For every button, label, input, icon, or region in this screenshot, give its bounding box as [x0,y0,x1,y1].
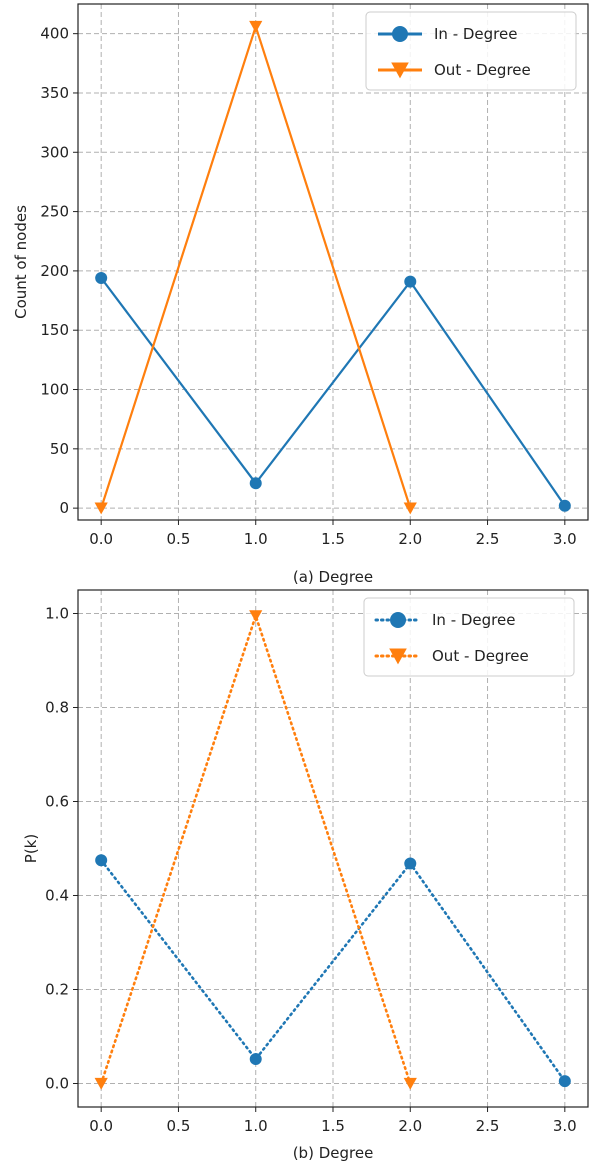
b-x-tick-label: 0.5 [167,1117,191,1135]
a-x-tick-label: 3.0 [553,530,577,548]
b-x-axis-label: (b) Degree [293,1144,374,1162]
a-legend-marker [392,26,408,42]
b-x-tick-label: 2.5 [476,1117,500,1135]
b-data-point [249,1053,262,1066]
b-data-point [403,1077,417,1090]
b-legend-marker [389,648,407,665]
a-y-tick-label: 150 [40,321,69,339]
b-x-tick-label: 2.0 [398,1117,422,1135]
a-series-line [100,22,412,509]
b-x-tick-label: 1.5 [321,1117,345,1135]
a-x-tick-label: 0.5 [167,530,191,548]
a-data-point [95,272,108,285]
a-grid [78,4,588,520]
a-x-tick-label: 1.5 [321,530,345,548]
a-x-tick-label: 0.0 [89,530,113,548]
b-data-point [404,857,417,870]
a-y-axis: 0 50 100 150 200 250 300 350 400 [40,25,78,517]
b-data-point [249,610,263,623]
a-y-axis-label: Count of nodes [12,205,30,319]
a-data-point [404,275,417,288]
a-y-tick-label: 50 [50,440,69,458]
b-series-line [99,611,412,1085]
b-x-axis: 0.0 0.5 1.0 1.5 2.0 2.5 3.0 [89,1107,577,1135]
a-y-tick-label: 200 [40,262,69,280]
b-data-point [558,1075,571,1088]
b-x-tick-label: 0.0 [89,1117,113,1135]
b-series-in-degree [95,854,571,1088]
a-data-point [403,502,417,515]
b-y-tick-label: 0.4 [45,887,69,905]
b-y-tick-label: 1.0 [45,605,69,623]
a-y-tick-label: 300 [40,143,69,161]
a-series-in-degree [95,272,571,512]
a-legend: In - Degree Out - Degree [365,11,577,91]
b-legend-marker [390,612,406,628]
b-series-line [99,858,567,1083]
chart-a-degree-counts: 0.0 0.5 1.0 1.5 2.0 2.5 3.0 0 50 100 150 200 250 300 3… [12,3,589,586]
b-y-axis-label: P(k) [22,834,40,863]
b-data-point [94,1077,108,1090]
a-y-tick-label: 350 [40,84,69,102]
a-y-tick-label: 0 [59,499,69,517]
a-y-tick-label: 400 [40,25,69,43]
b-legend-label: Out - Degree [432,647,529,665]
b-y-tick-label: 0.6 [45,793,69,811]
a-y-tick-label: 250 [40,203,69,221]
b-y-tick-label: 0.0 [45,1075,69,1093]
a-y-tick-label: 100 [40,381,69,399]
a-data-point [94,502,108,515]
a-x-axis-label: (a) Degree [293,568,373,586]
chart-b-degree-probability: 0.0 0.5 1.0 1.5 2.0 2.5 3.0 0.0 0.2 0.4 0.6 0.8 1.0 (… [22,589,589,1162]
b-data-point [95,854,108,867]
a-legend-marker [391,62,409,79]
a-legend-label: Out - Degree [434,61,531,79]
a-data-point [558,499,571,512]
b-y-tick-label: 0.2 [45,981,69,999]
a-x-axis: 0.0 0.5 1.0 1.5 2.0 2.5 3.0 [89,520,577,548]
a-x-tick-label: 2.5 [476,530,500,548]
b-x-tick-label: 1.0 [244,1117,268,1135]
b-x-tick-label: 3.0 [553,1117,577,1135]
a-legend-label: In - Degree [434,25,517,43]
a-x-tick-label: 2.0 [398,530,422,548]
a-data-point [249,20,263,33]
a-data-point [249,477,262,490]
b-legend-label: In - Degree [432,611,515,629]
b-y-axis: 0.0 0.2 0.4 0.6 0.8 1.0 [45,605,78,1093]
b-y-tick-label: 0.8 [45,699,69,717]
a-series-out-degree [94,20,417,515]
a-series-line [100,277,566,507]
a-x-tick-label: 1.0 [244,530,268,548]
b-series-out-degree [94,610,417,1090]
b-legend: In - Degree Out - Degree [363,597,575,677]
